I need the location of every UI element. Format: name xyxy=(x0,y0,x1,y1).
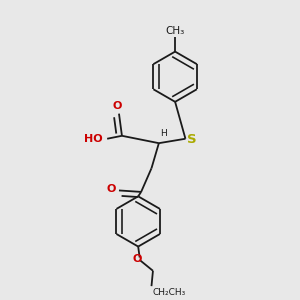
Text: CH₂CH₃: CH₂CH₃ xyxy=(152,288,186,297)
Text: H: H xyxy=(160,129,167,138)
Text: S: S xyxy=(187,133,196,146)
Text: O: O xyxy=(132,254,141,264)
Text: O: O xyxy=(107,184,116,194)
Text: HO: HO xyxy=(84,134,103,144)
Text: O: O xyxy=(113,101,122,111)
Text: CH₃: CH₃ xyxy=(166,26,185,36)
